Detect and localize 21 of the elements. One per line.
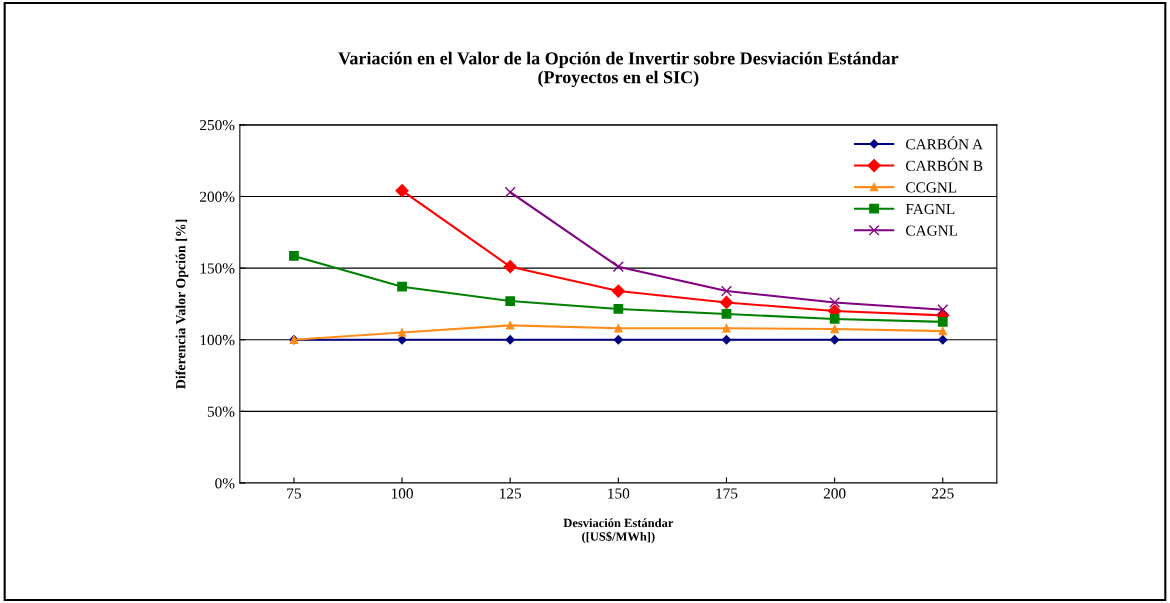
y-tick-label: 150% bbox=[200, 263, 235, 274]
y-tick-label: 250% bbox=[200, 119, 235, 131]
x-tick-label: 200 bbox=[823, 488, 846, 499]
x-tick-label: 225 bbox=[931, 488, 954, 499]
y-axis-title: Diferencia Valor Opción [%] bbox=[175, 219, 189, 389]
x-axis-title: Desviación Estándar ([US$/MWh]) bbox=[563, 518, 674, 544]
x-tick-label: 75 bbox=[287, 488, 301, 499]
y-tick-label: 50% bbox=[207, 406, 235, 417]
legend-label: CAGNL bbox=[906, 225, 958, 236]
x-tick-label: 100 bbox=[391, 488, 413, 499]
x-tick-label: 125 bbox=[500, 488, 522, 499]
y-tick-label: 100% bbox=[200, 334, 235, 346]
y-tick-label: 0% bbox=[215, 478, 235, 489]
chart-title: Variación en el Valor de la Opción de Invertir sobre Desviación Estándar (Proyectos en el SIC) bbox=[338, 51, 899, 88]
legend-label: CARBÓN B bbox=[906, 157, 983, 171]
x-tick-label: 175 bbox=[716, 488, 738, 499]
legend-label: CARBÓN A bbox=[906, 136, 983, 150]
y-tick-label: 200% bbox=[200, 191, 235, 202]
legend-label: CCGNL bbox=[906, 182, 957, 193]
x-tick-label: 150 bbox=[608, 488, 630, 499]
legend-label: FAGNL bbox=[905, 203, 955, 215]
